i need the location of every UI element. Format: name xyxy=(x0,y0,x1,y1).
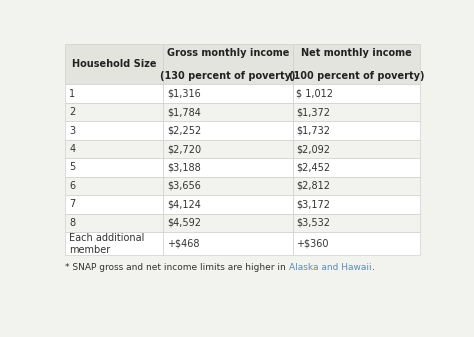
Bar xyxy=(163,121,292,140)
Bar xyxy=(163,214,292,232)
Bar xyxy=(65,177,163,195)
Text: $1,372: $1,372 xyxy=(297,107,330,117)
Bar xyxy=(65,158,163,177)
Bar xyxy=(292,140,420,158)
Text: $2,720: $2,720 xyxy=(167,144,201,154)
Text: $3,188: $3,188 xyxy=(167,162,201,173)
Bar xyxy=(65,195,163,214)
Bar xyxy=(163,158,292,177)
Text: Each additional
member: Each additional member xyxy=(69,233,145,254)
Bar xyxy=(65,44,163,84)
Bar xyxy=(292,84,420,103)
Text: Net monthly income

(100 percent of poverty): Net monthly income (100 percent of pover… xyxy=(289,48,424,81)
Text: $ 1,012: $ 1,012 xyxy=(297,89,334,98)
Bar xyxy=(292,103,420,121)
Text: Alaska and Hawaii: Alaska and Hawaii xyxy=(289,263,372,272)
Bar xyxy=(65,84,163,103)
Bar xyxy=(292,158,420,177)
Text: 6: 6 xyxy=(69,181,75,191)
Text: $3,172: $3,172 xyxy=(297,200,330,210)
Text: 3: 3 xyxy=(69,125,75,135)
Bar xyxy=(292,214,420,232)
Text: 1: 1 xyxy=(69,89,75,98)
Text: Household Size: Household Size xyxy=(72,59,156,69)
Text: $1,784: $1,784 xyxy=(167,107,201,117)
Bar xyxy=(163,232,292,255)
Text: 5: 5 xyxy=(69,162,75,173)
Bar xyxy=(163,195,292,214)
Bar xyxy=(292,44,420,84)
Text: 2: 2 xyxy=(69,107,75,117)
Text: Gross monthly income

(130 percent of poverty): Gross monthly income (130 percent of pov… xyxy=(160,48,296,81)
Text: $2,812: $2,812 xyxy=(297,181,330,191)
Bar xyxy=(65,140,163,158)
Text: $1,316: $1,316 xyxy=(167,89,201,98)
Text: +$360: +$360 xyxy=(297,239,329,249)
Text: .: . xyxy=(372,263,374,272)
Bar xyxy=(163,84,292,103)
Bar xyxy=(65,103,163,121)
Text: 4: 4 xyxy=(69,144,75,154)
Bar xyxy=(163,44,292,84)
Bar xyxy=(292,195,420,214)
Text: $4,124: $4,124 xyxy=(167,200,201,210)
Bar xyxy=(292,121,420,140)
Bar xyxy=(292,232,420,255)
Text: $1,732: $1,732 xyxy=(297,125,330,135)
Bar xyxy=(65,121,163,140)
Bar xyxy=(163,103,292,121)
Bar xyxy=(163,177,292,195)
Text: $2,252: $2,252 xyxy=(167,125,201,135)
Bar xyxy=(65,214,163,232)
Text: 8: 8 xyxy=(69,218,75,228)
Bar xyxy=(65,232,163,255)
Text: $2,092: $2,092 xyxy=(297,144,330,154)
Text: +$468: +$468 xyxy=(167,239,200,249)
Bar xyxy=(163,140,292,158)
Text: $3,532: $3,532 xyxy=(297,218,330,228)
Text: 7: 7 xyxy=(69,200,75,210)
Text: * SNAP gross and net income limits are higher in: * SNAP gross and net income limits are h… xyxy=(65,263,289,272)
Bar xyxy=(292,177,420,195)
Text: $2,452: $2,452 xyxy=(297,162,331,173)
Text: $4,592: $4,592 xyxy=(167,218,201,228)
Text: $3,656: $3,656 xyxy=(167,181,201,191)
